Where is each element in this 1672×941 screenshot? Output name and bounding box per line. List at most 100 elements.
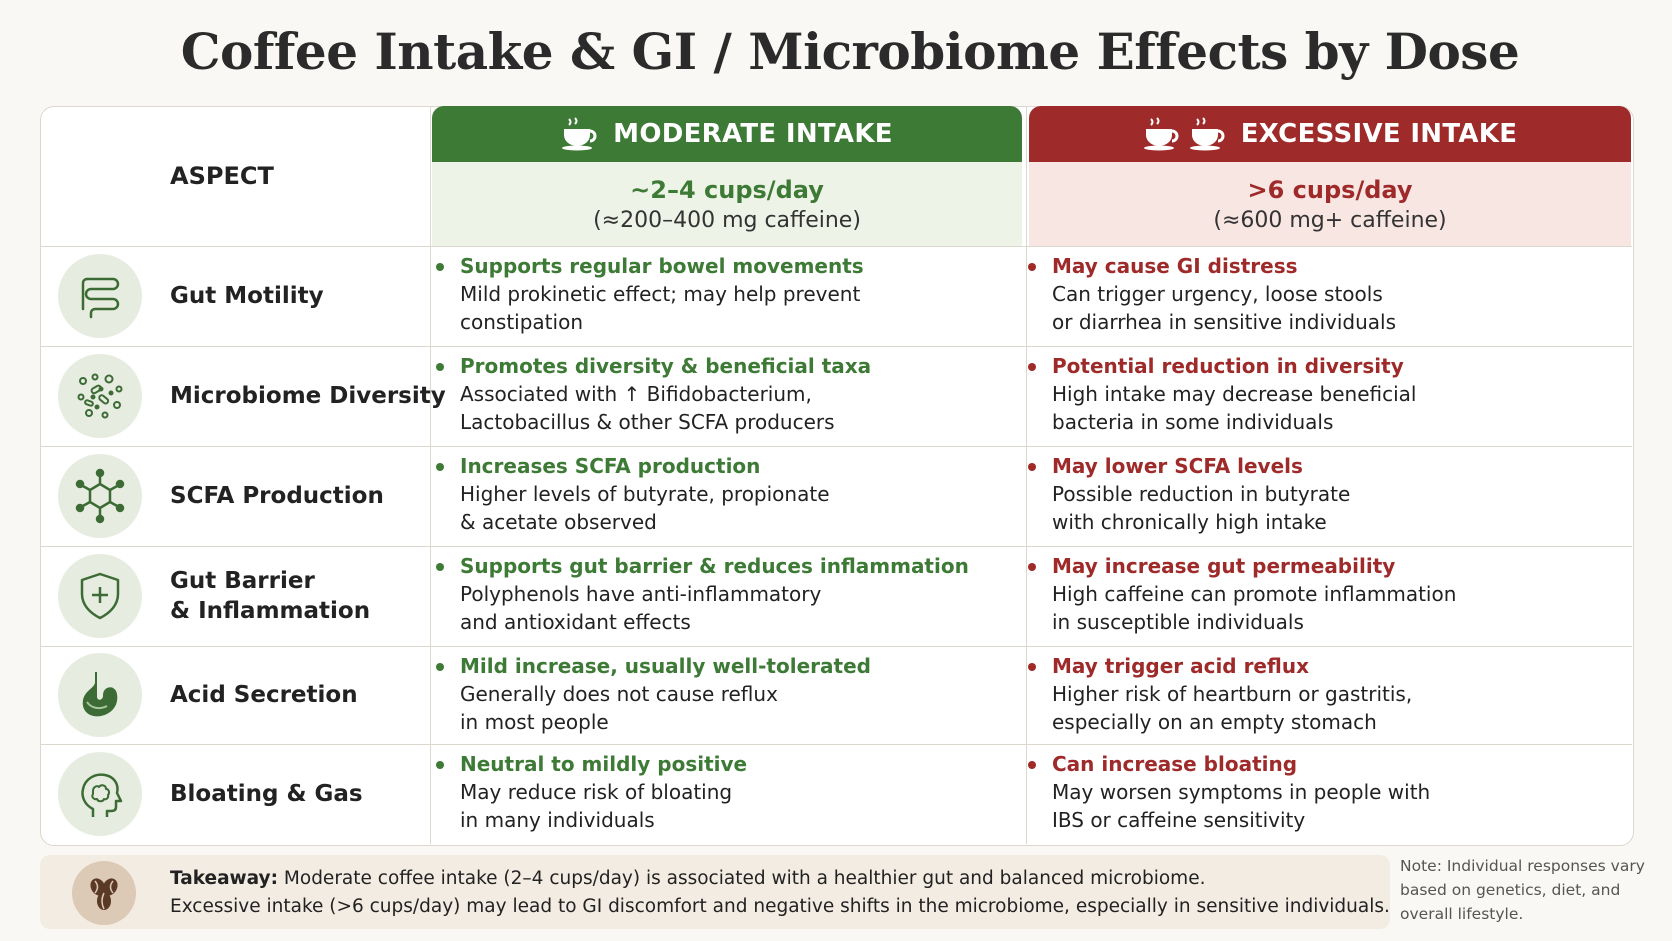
stomach-icon bbox=[58, 653, 142, 737]
excessive-effect-text: Higher risk of heartburn or gastritis, bbox=[1052, 682, 1413, 706]
excessive-effect-heading: May lower SCFA levels bbox=[1028, 452, 1622, 480]
moderate-effect-heading: Neutral to mildly positive bbox=[436, 750, 1020, 778]
aspect-label: Gut Barrier & Inflammation bbox=[170, 568, 371, 624]
aspect-label: Gut Motility bbox=[170, 283, 324, 309]
excessive-effect-heading: May increase gut permeability bbox=[1028, 552, 1622, 580]
excessive-effect-heading: May trigger acid reflux bbox=[1028, 652, 1622, 680]
moderate-effect-text: May reduce risk of bloating bbox=[460, 780, 733, 804]
aspect-header-label: ASPECT bbox=[170, 162, 274, 190]
moderate-effect-heading: Supports gut barrier & reduces inflammat… bbox=[436, 552, 1020, 580]
excessive-dose-box: >6 cups/day (≈600 mg+ caffeine) bbox=[1029, 162, 1631, 246]
page-title: Coffee Intake & GI / Microbiome Effects … bbox=[180, 22, 1520, 81]
excessive-effect-heading: May cause GI distress bbox=[1028, 252, 1622, 280]
excessive-effect-text: High caffeine can promote inflammation bbox=[1052, 582, 1457, 606]
row-divider bbox=[40, 346, 1632, 347]
moderate-dose-box: ~2–4 cups/day (≈200–400 mg caffeine) bbox=[432, 162, 1022, 246]
takeaway-text: Takeaway: Moderate coffee intake (2–4 cu… bbox=[170, 865, 1390, 921]
moderate-effect-text: & acetate observed bbox=[460, 510, 657, 534]
aspect-label: Acid Secretion bbox=[170, 682, 358, 708]
excessive-effect-text: in susceptible individuals bbox=[1052, 610, 1304, 634]
table-row: Gut Motility Supports regular bowel move… bbox=[40, 246, 1632, 346]
head-brain-icon bbox=[58, 752, 142, 836]
table-row: SCFA Production Increases SCFA productio… bbox=[40, 446, 1632, 546]
excessive-cell: May trigger acid reflux Higher risk of h… bbox=[1028, 652, 1622, 736]
coffee-beans-icon bbox=[72, 861, 136, 925]
row-divider bbox=[40, 744, 1632, 745]
aspect-label: Microbiome Diversity bbox=[170, 383, 446, 409]
row-divider bbox=[40, 446, 1632, 447]
aspect-label: SCFA Production bbox=[170, 483, 384, 509]
moderate-intake-label: MODERATE INTAKE bbox=[613, 119, 893, 149]
moderate-effect-text: Higher levels of butyrate, propionate bbox=[460, 482, 830, 506]
moderate-cell: Promotes diversity & beneficial taxa Ass… bbox=[436, 352, 1020, 436]
moderate-effect-text: Polyphenols have anti-inflammatory bbox=[460, 582, 822, 606]
excessive-caffeine: (≈600 mg+ caffeine) bbox=[1213, 207, 1447, 233]
table-row: Bloating & Gas Neutral to mildly positiv… bbox=[40, 744, 1632, 844]
moderate-dose: ~2–4 cups/day bbox=[630, 175, 824, 204]
excessive-effect-heading: Potential reduction in diversity bbox=[1028, 352, 1622, 380]
moderate-cell: Neutral to mildly positive May reduce ri… bbox=[436, 750, 1020, 834]
aspect-label: Bloating & Gas bbox=[170, 781, 363, 807]
footnote-line: overall lifestyle. bbox=[1400, 905, 1524, 923]
row-divider bbox=[40, 546, 1632, 547]
excessive-intake-label: EXCESSIVE INTAKE bbox=[1240, 119, 1518, 149]
excessive-cell: Can increase bloating May worsen symptom… bbox=[1028, 750, 1622, 834]
moderate-cell: Supports regular bowel movements Mild pr… bbox=[436, 252, 1020, 336]
footnote-line: based on genetics, diet, and bbox=[1400, 881, 1621, 899]
moderate-cups bbox=[561, 117, 599, 151]
row-divider bbox=[40, 646, 1632, 647]
takeaway-box: Takeaway: Moderate coffee intake (2–4 cu… bbox=[40, 855, 1390, 929]
column-divider bbox=[1026, 106, 1027, 844]
moderate-effect-heading: Supports regular bowel movements bbox=[436, 252, 1020, 280]
coffee-cup-icon bbox=[1143, 117, 1179, 151]
excessive-effect-text: Possible reduction in butyrate bbox=[1052, 482, 1351, 506]
moderate-effect-heading: Mild increase, usually well-tolerated bbox=[436, 652, 1020, 680]
excessive-cell: May cause GI distress Can trigger urgenc… bbox=[1028, 252, 1622, 336]
coffee-cup-icon bbox=[562, 117, 597, 151]
intestine-icon bbox=[58, 254, 142, 338]
excessive-effect-text: Can trigger urgency, loose stools bbox=[1052, 282, 1383, 306]
excessive-cups bbox=[1143, 117, 1227, 151]
excessive-effect-text: High intake may decrease beneficial bbox=[1052, 382, 1417, 406]
moderate-effect-text: in many individuals bbox=[460, 808, 655, 832]
moderate-effect-heading: Promotes diversity & beneficial taxa bbox=[436, 352, 1020, 380]
coffee-cup-icon bbox=[1189, 117, 1225, 151]
moderate-effect-text: in most people bbox=[460, 710, 609, 734]
moderate-cell: Mild increase, usually well-tolerated Ge… bbox=[436, 652, 1020, 736]
column-divider bbox=[430, 106, 431, 844]
moderate-cell: Supports gut barrier & reduces inflammat… bbox=[436, 552, 1020, 636]
takeaway-line-2: Excessive intake (>6 cups/day) may lead … bbox=[170, 896, 1390, 917]
excessive-effect-heading: Can increase bloating bbox=[1028, 750, 1622, 778]
moderate-effect-text: Associated with ↑ Bifidobacterium, bbox=[460, 382, 812, 406]
moderate-effect-text: Generally does not cause reflux bbox=[460, 682, 778, 706]
excessive-dose: >6 cups/day bbox=[1247, 175, 1413, 204]
table-row: Gut Barrier & Inflammation Supports gut … bbox=[40, 546, 1632, 646]
excessive-intake-header: EXCESSIVE INTAKE bbox=[1029, 106, 1631, 162]
excessive-cell: May increase gut permeability High caffe… bbox=[1028, 552, 1622, 636]
bacteria-icon bbox=[58, 354, 142, 438]
excessive-effect-text: especially on an empty stomach bbox=[1052, 710, 1377, 734]
moderate-effect-text: and antioxidant effects bbox=[460, 610, 691, 634]
footnote-line: Note: Individual responses vary bbox=[1400, 857, 1645, 875]
table-row: Acid Secretion Mild increase, usually we… bbox=[40, 646, 1632, 744]
excessive-effect-text: IBS or caffeine sensitivity bbox=[1052, 808, 1306, 832]
moderate-effect-text: constipation bbox=[460, 310, 583, 334]
table-row: Microbiome Diversity Promotes diversity … bbox=[40, 346, 1632, 446]
takeaway-line-1: Moderate coffee intake (2–4 cups/day) is… bbox=[278, 868, 1206, 889]
excessive-effect-text: with chronically high intake bbox=[1052, 510, 1327, 534]
moderate-effect-heading: Increases SCFA production bbox=[436, 452, 1020, 480]
row-divider bbox=[40, 246, 1632, 247]
molecule-icon bbox=[58, 454, 142, 538]
moderate-caffeine: (≈200–400 mg caffeine) bbox=[593, 207, 861, 233]
excessive-effect-text: May worsen symptoms in people with bbox=[1052, 780, 1431, 804]
moderate-intake-header: MODERATE INTAKE bbox=[432, 106, 1022, 162]
footnote: Note: Individual responses vary based on… bbox=[1400, 854, 1650, 926]
excessive-cell: Potential reduction in diversity High in… bbox=[1028, 352, 1622, 436]
excessive-effect-text: bacteria in some individuals bbox=[1052, 410, 1334, 434]
moderate-effect-text: Lactobacillus & other SCFA producers bbox=[460, 410, 835, 434]
shield-icon bbox=[58, 554, 142, 638]
takeaway-label: Takeaway: bbox=[170, 868, 279, 889]
aspect-header: ASPECT bbox=[40, 106, 430, 246]
excessive-effect-text: or diarrhea in sensitive individuals bbox=[1052, 310, 1397, 334]
moderate-effect-text: Mild prokinetic effect; may help prevent bbox=[460, 282, 861, 306]
